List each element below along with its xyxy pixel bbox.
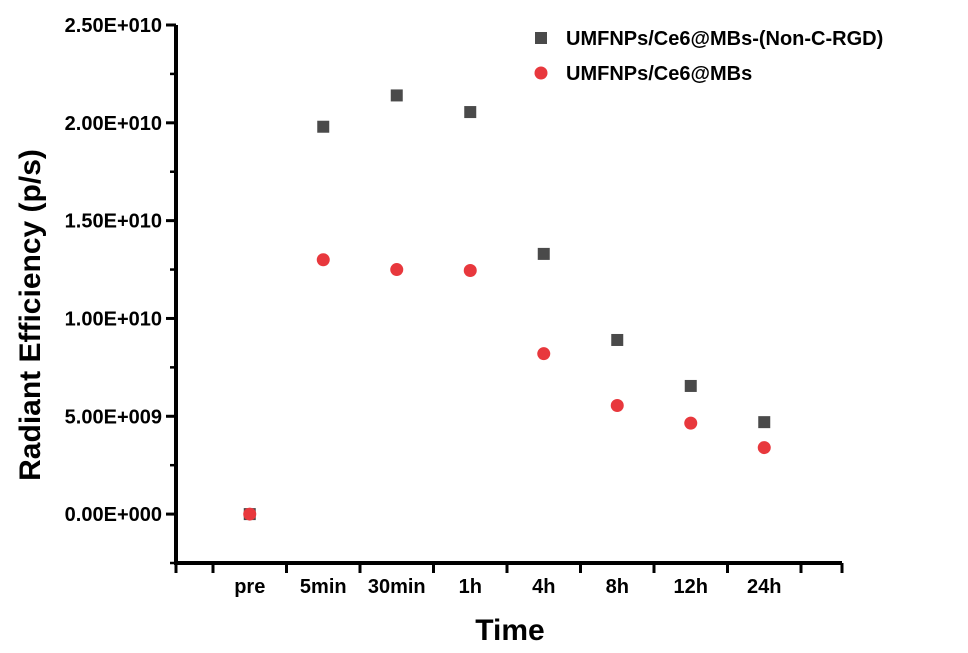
- legend-label: UMFNPs/Ce6@MBs: [566, 63, 752, 85]
- data-point-square: [464, 106, 477, 119]
- data-point-circle: [537, 347, 551, 361]
- y-tick-label: 1.50E+010: [65, 211, 162, 233]
- axes: [174, 25, 842, 565]
- x-tick-label: 12h: [674, 576, 708, 598]
- data-point-square: [684, 379, 697, 392]
- data-point-square: [611, 333, 624, 346]
- legend: UMFNPs/Ce6@MBs-(Non-C-RGD) UMFNPs/Ce6@MBs: [534, 28, 883, 85]
- y-tick-label: 2.50E+010: [65, 15, 162, 37]
- data-point-square: [758, 416, 771, 429]
- y-axis-title: Radiant Efficiency (p/s): [14, 149, 47, 481]
- data-point-square: [537, 247, 550, 260]
- series-1: [243, 89, 771, 521]
- x-tick-label: 4h: [532, 576, 555, 598]
- data-point-circle: [243, 507, 257, 521]
- data-point-square: [317, 120, 330, 133]
- ticks: 0.00E+000 5.00E+009 1.00E+010 1.50E+010 2.00…: [65, 15, 844, 598]
- data-point-circle: [610, 399, 624, 413]
- x-tick-label: 5min: [300, 576, 347, 598]
- data-point-square: [390, 89, 403, 102]
- x-tick-label: 30min: [368, 576, 426, 598]
- y-tick-label: 0.00E+000: [65, 504, 162, 526]
- legend-marker-square: [535, 32, 547, 44]
- y-tick-label: 1.00E+010: [65, 308, 162, 330]
- x-tick-label: 1h: [459, 576, 482, 598]
- x-tick-label: 24h: [747, 576, 781, 598]
- data-point-circle: [463, 264, 477, 278]
- legend-label: UMFNPs/Ce6@MBs-(Non-C-RGD): [566, 28, 883, 50]
- data-point-circle: [757, 441, 771, 455]
- x-tick-label: 8h: [606, 576, 629, 598]
- series-2: [243, 253, 771, 521]
- x-tick-label: pre: [234, 576, 265, 598]
- data-point-circle: [316, 253, 330, 267]
- data-point-circle: [390, 263, 404, 277]
- y-tick-label: 2.00E+010: [65, 113, 162, 135]
- x-axis-title: Time: [475, 614, 544, 647]
- legend-marker-circle: [534, 66, 548, 80]
- y-tick-label: 5.00E+009: [65, 406, 162, 428]
- data-point-circle: [684, 416, 698, 430]
- data-marks: [243, 89, 771, 521]
